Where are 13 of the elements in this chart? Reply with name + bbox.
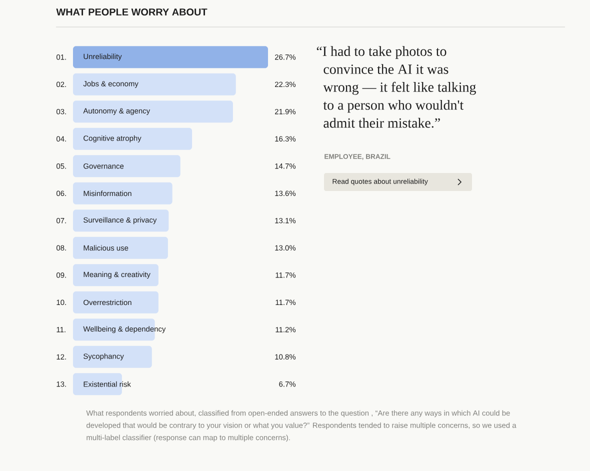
bar <box>73 346 152 368</box>
bar <box>73 182 172 204</box>
chart-title: WHAT PEOPLE WORRY ABOUT <box>56 8 208 16</box>
bar <box>73 155 180 178</box>
bar <box>73 73 236 96</box>
bar <box>73 264 158 286</box>
text: “I had to take photos to convince the AI it was wrong — it felt like talking to a person who wouldn't admit their mistake.” <box>316 46 476 128</box>
bar <box>73 236 168 259</box>
bar <box>73 210 169 232</box>
bar <box>73 291 158 314</box>
bar <box>73 128 192 150</box>
bar <box>73 46 268 68</box>
bar <box>73 100 233 123</box>
